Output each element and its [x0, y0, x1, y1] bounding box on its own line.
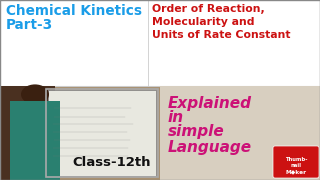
Text: Language: Language: [168, 140, 252, 155]
FancyBboxPatch shape: [48, 90, 156, 176]
Text: M◆ker: M◆ker: [285, 169, 307, 174]
FancyBboxPatch shape: [0, 0, 320, 86]
Text: in: in: [168, 110, 184, 125]
Text: Thumb-: Thumb-: [285, 157, 307, 162]
Text: Explained: Explained: [168, 96, 252, 111]
FancyBboxPatch shape: [10, 101, 60, 180]
Text: Class-12th: Class-12th: [73, 156, 151, 168]
Text: Order of Reaction,: Order of Reaction,: [152, 4, 265, 14]
Text: Units of Rate Constant: Units of Rate Constant: [152, 30, 291, 40]
FancyBboxPatch shape: [273, 146, 319, 178]
FancyBboxPatch shape: [0, 86, 320, 180]
Ellipse shape: [21, 84, 49, 104]
Text: nail: nail: [291, 163, 301, 168]
FancyBboxPatch shape: [160, 86, 320, 180]
Text: Molecularity and: Molecularity and: [152, 17, 254, 27]
Text: Chemical Kinetics: Chemical Kinetics: [6, 4, 142, 18]
FancyBboxPatch shape: [0, 86, 55, 180]
Text: Part-3: Part-3: [6, 18, 53, 32]
Text: simple: simple: [168, 124, 225, 139]
